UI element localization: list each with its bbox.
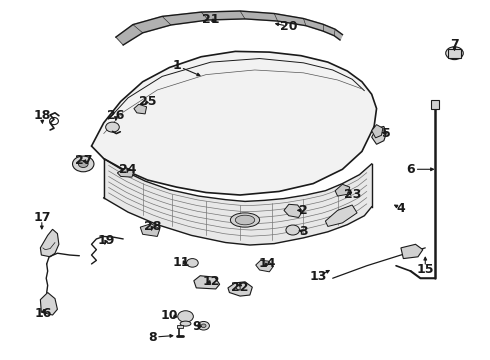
Bar — [448, 49, 461, 58]
Polygon shape — [104, 158, 372, 245]
Bar — [177, 325, 183, 328]
Polygon shape — [372, 125, 383, 138]
Polygon shape — [92, 51, 376, 195]
Text: 2: 2 — [299, 204, 308, 217]
Circle shape — [187, 258, 198, 267]
Text: 17: 17 — [33, 211, 50, 224]
Polygon shape — [116, 11, 343, 45]
Text: 5: 5 — [382, 127, 391, 140]
Text: 25: 25 — [139, 95, 156, 108]
Polygon shape — [325, 205, 357, 226]
Text: 19: 19 — [98, 234, 115, 247]
Text: 27: 27 — [75, 154, 93, 167]
Ellipse shape — [180, 321, 191, 326]
Circle shape — [201, 324, 206, 328]
Text: 7: 7 — [450, 38, 459, 51]
Text: 1: 1 — [172, 59, 181, 72]
Text: 12: 12 — [202, 275, 220, 288]
Text: 8: 8 — [148, 331, 157, 344]
Circle shape — [446, 47, 463, 60]
Polygon shape — [401, 244, 423, 258]
Circle shape — [178, 311, 194, 322]
Text: 6: 6 — [406, 163, 415, 176]
Circle shape — [78, 160, 88, 167]
Polygon shape — [117, 167, 134, 177]
Text: 21: 21 — [202, 13, 220, 26]
Text: 20: 20 — [280, 20, 297, 33]
Polygon shape — [134, 104, 147, 114]
Polygon shape — [40, 229, 59, 257]
Text: 26: 26 — [107, 109, 124, 122]
Text: 28: 28 — [144, 220, 161, 233]
Text: 16: 16 — [34, 307, 51, 320]
Text: 24: 24 — [120, 163, 137, 176]
Circle shape — [106, 122, 119, 132]
Text: 13: 13 — [309, 270, 327, 283]
Text: 10: 10 — [161, 309, 178, 322]
Polygon shape — [194, 276, 220, 289]
Ellipse shape — [235, 215, 255, 225]
Text: 15: 15 — [416, 263, 434, 276]
Bar — [431, 100, 439, 109]
Text: 14: 14 — [258, 257, 276, 270]
Polygon shape — [228, 282, 252, 296]
Circle shape — [286, 225, 299, 235]
Polygon shape — [140, 224, 160, 237]
Text: 11: 11 — [173, 256, 191, 269]
Ellipse shape — [230, 213, 260, 227]
Text: 18: 18 — [33, 109, 50, 122]
Polygon shape — [284, 204, 302, 217]
Text: 23: 23 — [343, 188, 361, 201]
Text: 22: 22 — [231, 281, 249, 294]
Polygon shape — [40, 293, 57, 315]
Polygon shape — [335, 184, 350, 196]
Polygon shape — [256, 260, 273, 272]
Text: 9: 9 — [192, 320, 200, 333]
Text: 4: 4 — [396, 202, 405, 215]
Text: 3: 3 — [299, 225, 308, 238]
Circle shape — [73, 156, 94, 172]
Polygon shape — [372, 126, 386, 144]
Circle shape — [198, 321, 209, 330]
